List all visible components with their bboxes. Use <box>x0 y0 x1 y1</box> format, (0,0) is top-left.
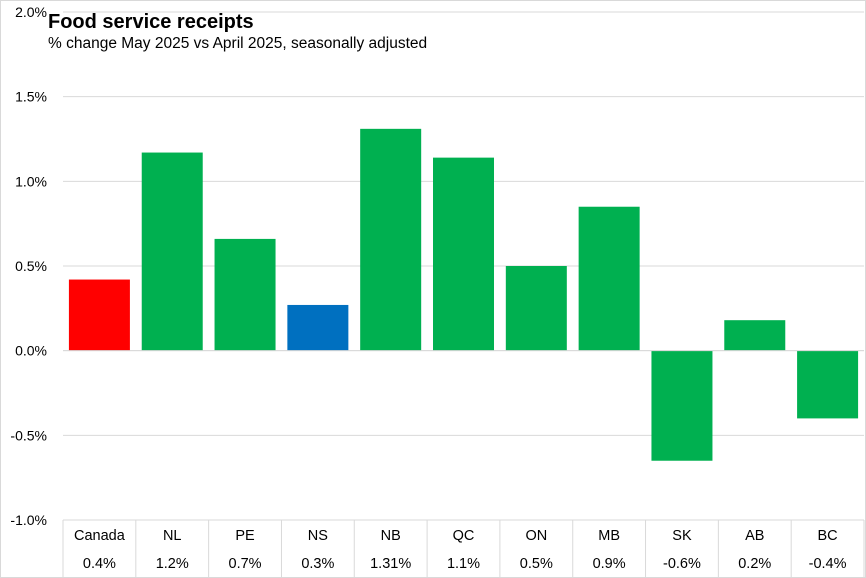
y-tick-label: 0.0% <box>15 343 47 359</box>
y-tick-label: -1.0% <box>10 512 47 528</box>
data-label: -0.6% <box>663 556 701 572</box>
y-tick-label: 1.0% <box>15 173 47 189</box>
category-label: MB <box>598 528 620 544</box>
bar <box>214 238 276 351</box>
category-label: QC <box>453 528 475 544</box>
category-label: PE <box>235 528 255 544</box>
y-tick-label: 2.0% <box>15 4 47 20</box>
bar <box>797 350 859 419</box>
y-tick-label: 1.5% <box>15 89 47 105</box>
bar <box>287 304 349 351</box>
bar <box>360 128 422 351</box>
bar <box>68 279 130 351</box>
category-label: ON <box>525 528 547 544</box>
category-label: NL <box>163 528 182 544</box>
bar <box>505 266 567 351</box>
chart-title: Food service receipts <box>48 11 254 33</box>
category-label: NS <box>308 528 328 544</box>
data-label: 1.1% <box>447 556 480 572</box>
bar <box>141 152 203 351</box>
y-tick-label: 0.5% <box>15 258 47 274</box>
data-label: -0.4% <box>809 556 847 572</box>
category-label: NB <box>381 528 401 544</box>
y-tick-label: -0.5% <box>10 427 47 443</box>
bar <box>724 320 786 351</box>
chart-subtitle: % change May 2025 vs April 2025, seasona… <box>48 35 428 52</box>
category-label: Canada <box>74 528 126 544</box>
bar <box>433 157 494 351</box>
data-label: 0.9% <box>593 556 626 572</box>
category-label: BC <box>818 528 838 544</box>
category-label: AB <box>745 528 764 544</box>
data-label: 0.3% <box>301 556 334 572</box>
data-label: 0.7% <box>229 556 262 572</box>
data-label: 1.31% <box>370 556 411 572</box>
bar <box>651 350 713 461</box>
bar <box>578 206 640 351</box>
data-label: 0.2% <box>738 556 771 572</box>
data-label: 0.4% <box>83 556 116 572</box>
data-label: 1.2% <box>156 556 189 572</box>
category-label: SK <box>672 528 692 544</box>
data-label: 0.5% <box>520 556 553 572</box>
